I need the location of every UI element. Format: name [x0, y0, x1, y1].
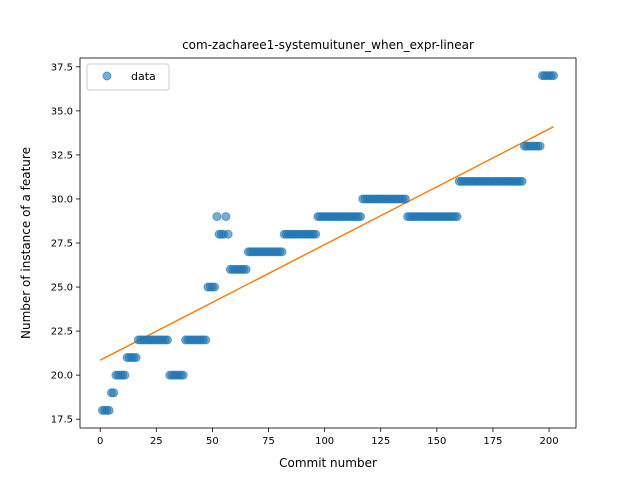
data-point	[311, 229, 321, 239]
y-tick-label: 27.5	[51, 239, 73, 250]
x-tick-label: 50	[206, 436, 219, 447]
legend-box	[86, 63, 170, 91]
data-point	[400, 194, 410, 204]
x-tick-label: 150	[427, 436, 446, 447]
x-tick-label: 25	[150, 436, 163, 447]
y-tick-label: 37.5	[51, 62, 73, 73]
data-point	[535, 141, 545, 151]
y-tick-label: 32.5	[51, 150, 73, 161]
y-tick-label: 25.0	[51, 283, 73, 294]
x-tick-label: 200	[540, 436, 559, 447]
x-axis-ticks: 0 25 50 75 100 125 150 175 200	[97, 428, 559, 447]
y-axis-ticks: 17.5 20.0 22.5 25.0 27.5 30.0 32.5 35.0 37.5	[51, 62, 80, 426]
legend: data	[86, 63, 170, 91]
y-tick-label: 30.0	[51, 194, 73, 205]
data-point	[277, 247, 287, 257]
y-tick-label: 20.0	[51, 371, 73, 382]
y-tick-label: 22.5	[51, 327, 73, 338]
fit-line-layer	[99, 126, 554, 361]
x-tick-label: 0	[97, 436, 103, 447]
data-point	[356, 212, 366, 222]
data-point	[178, 370, 188, 380]
x-axis-label: Commit number	[279, 456, 377, 470]
y-tick-label: 35.0	[51, 106, 73, 117]
data-point	[120, 370, 130, 380]
x-tick-label: 175	[483, 436, 502, 447]
data-point	[210, 282, 220, 292]
data-point	[549, 71, 559, 81]
x-tick-label: 125	[371, 436, 390, 447]
legend-marker	[102, 71, 112, 81]
chart-title: com-zacharee1-systemuituner_when_expr-li…	[182, 38, 474, 52]
y-tick-label: 17.5	[51, 415, 73, 426]
data-point	[452, 212, 462, 222]
data-point	[201, 335, 211, 345]
data-point	[104, 405, 114, 415]
data-point	[517, 176, 527, 186]
data-point	[241, 264, 251, 274]
x-tick-label: 75	[262, 436, 275, 447]
data-point	[223, 229, 233, 239]
x-tick-label: 100	[315, 436, 334, 447]
data-point	[109, 388, 119, 398]
data-points-layer	[97, 71, 559, 415]
data-point	[221, 212, 231, 222]
data-point	[131, 353, 141, 363]
fit-line	[99, 126, 554, 361]
legend-label-data: data	[131, 70, 156, 83]
data-point	[212, 212, 222, 222]
data-point	[163, 335, 173, 345]
y-axis-label: Number of instance of a feature	[19, 147, 33, 339]
